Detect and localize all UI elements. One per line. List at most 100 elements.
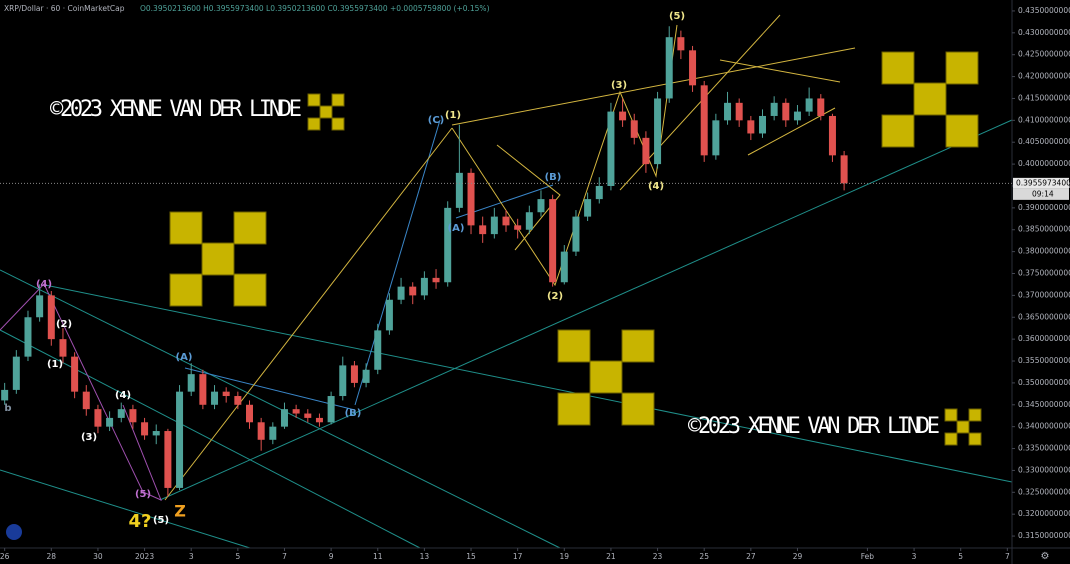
candle-body: [339, 365, 347, 397]
wave-label: (1): [445, 110, 461, 121]
candle-body: [584, 199, 592, 217]
candle-body: [607, 111, 615, 186]
x-tick-label: 11: [373, 552, 383, 561]
logo-tile: [945, 114, 979, 148]
wave-label: (3): [611, 80, 627, 91]
wave-line: [451, 47, 856, 126]
candle-body: [211, 391, 219, 405]
candle-body: [793, 111, 801, 121]
candle-body: [770, 102, 778, 116]
y-tick-label: 0.3700000000: [1018, 290, 1070, 299]
candle-body: [689, 50, 697, 86]
wave-label: (2): [56, 319, 72, 330]
candle-body: [222, 391, 230, 397]
logo-badge: [6, 524, 22, 540]
wave-label: (4): [115, 390, 131, 401]
candle-body: [409, 286, 417, 296]
logo-tile: [331, 93, 345, 107]
candle-body: [782, 102, 790, 121]
candle-body: [315, 417, 323, 423]
y-tick-label: 0.3150000000: [1018, 531, 1070, 540]
y-tick-label: 0.3750000000: [1018, 269, 1070, 278]
candle-body: [152, 431, 160, 436]
candle-body: [257, 422, 265, 440]
wave-label: (3): [81, 432, 97, 443]
logo-tile: [881, 114, 915, 148]
candle-body: [525, 212, 533, 230]
symbol: XRP/Dollar · 60 · CoinMarketCap: [4, 4, 125, 13]
logo-tile: [881, 51, 915, 85]
candle-body: [432, 277, 440, 283]
wave-line: [0, 283, 162, 501]
logo-tile: [331, 117, 345, 131]
candle-body: [82, 391, 90, 410]
candle-body: [246, 404, 253, 423]
candle-body: [560, 251, 568, 283]
candle-body: [176, 391, 184, 488]
x-tick-label: 25: [699, 552, 709, 561]
settings-icon[interactable]: ⚙: [1041, 551, 1050, 562]
x-tick-label: 17: [513, 552, 523, 561]
logo-tile: [621, 392, 655, 426]
wave-label: (1): [47, 359, 63, 370]
wave-label: (4): [36, 279, 52, 290]
candle-body: [700, 85, 708, 156]
candle-body: [420, 277, 428, 296]
candle-body: [199, 374, 207, 405]
channel-line: [0, 469, 251, 549]
wave-line: [719, 59, 841, 83]
candle-body: [129, 409, 137, 423]
x-tick-label: 28: [47, 552, 57, 561]
candle-body: [24, 317, 32, 357]
y-tick-label: 0.3200000000: [1018, 509, 1070, 518]
candle-body: [479, 225, 487, 235]
countdown: 09:14: [1032, 189, 1054, 198]
candle-body: [747, 120, 755, 134]
candle-body: [280, 409, 288, 427]
candle-body: [467, 172, 475, 226]
x-tick-label: Feb: [861, 552, 875, 561]
wave-line: [164, 127, 453, 501]
wave-label: (5): [153, 515, 169, 526]
candle-body: [817, 98, 825, 116]
x-tick-label: 3: [912, 552, 917, 561]
last-price-box: [1013, 177, 1069, 189]
candle-body: [724, 102, 732, 121]
candle-body: [292, 409, 300, 414]
logo-tile: [944, 408, 958, 422]
y-tick-label: 0.4000000000: [1018, 159, 1070, 168]
y-tick-label: 0.3650000000: [1018, 312, 1070, 321]
candle-body: [234, 396, 242, 405]
x-tick-label: 5: [958, 552, 963, 561]
logo-tile: [169, 211, 203, 245]
drawings: [0, 14, 1013, 549]
wave-line: [184, 367, 356, 411]
candle-body: [141, 422, 149, 436]
candle-body: [619, 111, 627, 121]
x-tick-label: 9: [329, 552, 334, 561]
y-tick-label: 0.3350000000: [1018, 444, 1070, 453]
logo-tile: [307, 93, 321, 107]
wave-line: [354, 119, 441, 406]
candle-body: [572, 216, 580, 252]
candle-body: [106, 417, 114, 427]
candle-body: [490, 216, 498, 235]
y-tick-label: 0.3850000000: [1018, 225, 1070, 234]
y-tick-label: 0.3450000000: [1018, 400, 1070, 409]
candle-body: [514, 225, 522, 230]
wave-line: [496, 144, 561, 251]
candle-body: [712, 120, 720, 156]
wave-label: (4): [648, 181, 664, 192]
x-tick-label: 15: [466, 552, 476, 561]
wave-label: (A): [176, 352, 193, 363]
candle-body: [374, 330, 382, 370]
wave-label: (B): [345, 408, 362, 419]
candle-body: [117, 409, 125, 418]
candle-body: [630, 120, 638, 138]
candle-body: [269, 426, 277, 440]
candle-body: [350, 365, 358, 383]
logo-tile: [945, 51, 979, 85]
wave-label: (B): [545, 172, 562, 183]
trend-line: [159, 119, 1013, 501]
x-tick-label: 2023: [135, 552, 154, 561]
